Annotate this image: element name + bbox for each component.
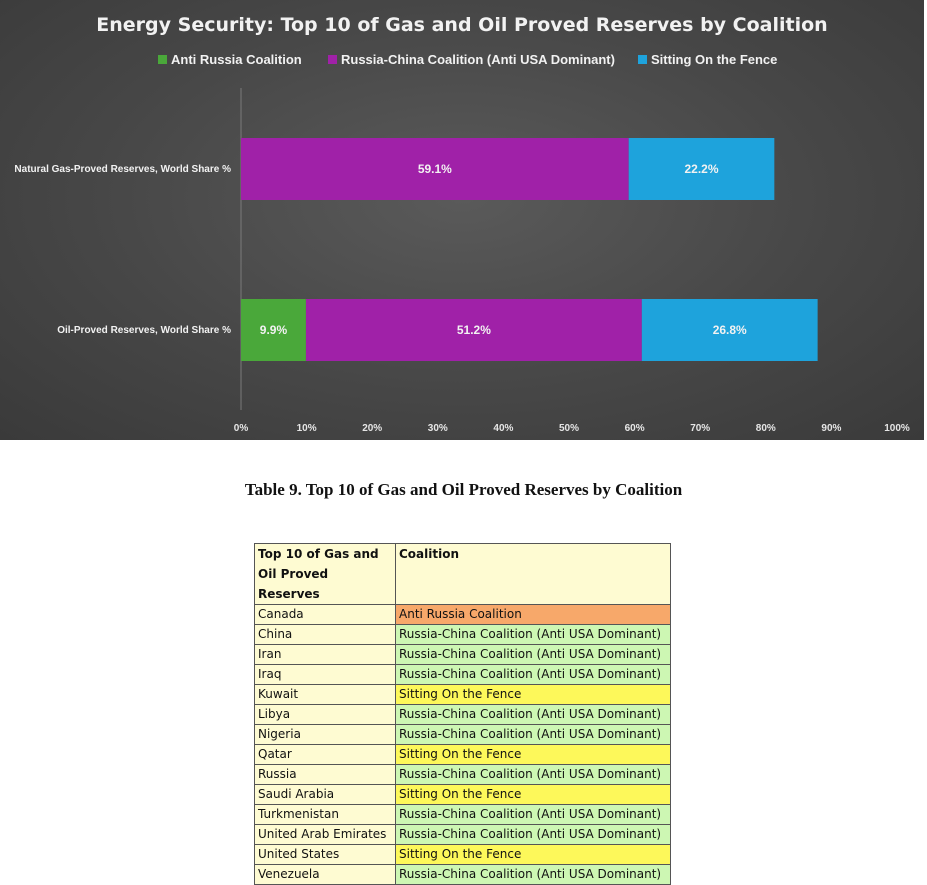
table-row: China Russia-China Coalition (Anti USA Do… xyxy=(254,624,671,645)
x-tick-label: 90% xyxy=(821,423,841,434)
country-cell: Saudi Arabia xyxy=(254,784,396,805)
table-row: United Arab Emirates Russia-China Coaliti… xyxy=(254,824,671,845)
country-cell: Iran xyxy=(254,644,396,665)
stacked-bar-chart: Energy Security: Top 10 of Gas and Oil P… xyxy=(14,14,910,434)
country-cell: Qatar xyxy=(254,744,396,765)
table-body: Canada Anti Russia Coalition China Russia-C… xyxy=(254,604,671,885)
reserves-table: Top 10 of Gas and Oil Proved Reserves Co… xyxy=(254,543,671,885)
coalition-cell: Russia-China Coalition (Anti USA Dominan… xyxy=(395,664,671,685)
x-tick-label: 0% xyxy=(234,423,249,434)
x-tick-label: 70% xyxy=(690,423,710,434)
x-tick-label: 20% xyxy=(362,423,382,434)
bar-segment xyxy=(641,299,818,361)
country-cell: Kuwait xyxy=(254,684,396,705)
country-cell: Russia xyxy=(254,764,396,785)
country-cell: China xyxy=(254,624,396,645)
coalition-cell: Russia-China Coalition (Anti USA Dominan… xyxy=(395,644,671,665)
data-label: 26.8% xyxy=(713,323,747,337)
bar-segment xyxy=(628,138,775,200)
x-tick-label: 100% xyxy=(884,423,910,434)
coalition-cell: Russia-China Coalition (Anti USA Dominan… xyxy=(395,804,671,825)
data-label: 22.2% xyxy=(684,162,718,176)
header-coalition: Coalition xyxy=(395,543,671,605)
chart-panel: Energy Security: Top 10 of Gas and Oil P… xyxy=(0,0,924,440)
country-cell: Turkmenistan xyxy=(254,804,396,825)
chart-title: Energy Security: Top 10 of Gas and Oil P… xyxy=(96,14,827,36)
table-row: Iraq Russia-China Coalition (Anti USA Dom… xyxy=(254,664,671,685)
category-label: Natural Gas-Proved Reserves, World Share… xyxy=(14,164,231,175)
coalition-cell: Russia-China Coalition (Anti USA Dominan… xyxy=(395,724,671,745)
coalition-cell: Sitting On the Fence xyxy=(395,844,671,865)
header-country: Top 10 of Gas and Oil Proved Reserves xyxy=(254,543,396,605)
coalition-cell: Russia-China Coalition (Anti USA Dominan… xyxy=(395,704,671,725)
coalition-cell: Sitting On the Fence xyxy=(395,784,671,805)
table-row: Canada Anti Russia Coalition xyxy=(254,604,671,625)
data-label: 9.9% xyxy=(260,323,288,337)
data-label: 59.1% xyxy=(418,162,452,176)
x-tick-label: 40% xyxy=(493,423,513,434)
table-row: Qatar Sitting On the Fence xyxy=(254,744,671,765)
country-cell: Libya xyxy=(254,704,396,725)
x-tick-label: 80% xyxy=(756,423,776,434)
table-row: Libya Russia-China Coalition (Anti USA Do… xyxy=(254,704,671,725)
coalition-cell: Russia-China Coalition (Anti USA Dominan… xyxy=(395,624,671,645)
coalition-cell: Sitting On the Fence xyxy=(395,744,671,765)
legend-label: Anti Russia Coalition xyxy=(171,52,302,67)
legend-swatch xyxy=(328,55,337,64)
legend-label: Russia-China Coalition (Anti USA Dominan… xyxy=(341,52,615,67)
table-row: Kuwait Sitting On the Fence xyxy=(254,684,671,705)
category-label: Oil-Proved Reserves, World Share % xyxy=(57,325,231,336)
coalition-cell: Russia-China Coalition (Anti USA Dominan… xyxy=(395,764,671,785)
x-tick-label: 10% xyxy=(297,423,317,434)
coalition-cell: Anti Russia Coalition xyxy=(395,604,671,625)
bar-segment xyxy=(241,299,306,361)
legend-swatch xyxy=(638,55,647,64)
legend-swatch xyxy=(158,55,167,64)
country-cell: United Arab Emirates xyxy=(254,824,396,845)
data-label: 51.2% xyxy=(457,323,491,337)
country-cell: Nigeria xyxy=(254,724,396,745)
table-row: Nigeria Russia-China Coalition (Anti USA … xyxy=(254,724,671,745)
coalition-cell: Sitting On the Fence xyxy=(395,684,671,705)
country-cell: Iraq xyxy=(254,664,396,685)
country-cell: United States xyxy=(254,844,396,865)
x-tick-label: 30% xyxy=(428,423,448,434)
x-tick-label: 50% xyxy=(559,423,579,434)
table-row: Iran Russia-China Coalition (Anti USA Dom… xyxy=(254,644,671,665)
coalition-cell: Russia-China Coalition (Anti USA Dominan… xyxy=(395,824,671,845)
table-row: Saudi Arabia Sitting On the Fence xyxy=(254,784,671,805)
table-caption: Table 9. Top 10 of Gas and Oil Proved Re… xyxy=(244,480,683,499)
table-header-row: Top 10 of Gas and Oil Proved Reserves Co… xyxy=(254,543,671,605)
x-tick-label: 60% xyxy=(625,423,645,434)
table-row: Turkmenistan Russia-China Coalition (Anti… xyxy=(254,804,671,825)
table-row: Russia Russia-China Coalition (Anti USA D… xyxy=(254,764,671,785)
bar-segment xyxy=(241,138,629,200)
country-cell: Canada xyxy=(254,604,396,625)
bar-segment xyxy=(305,299,642,361)
legend-label: Sitting On the Fence xyxy=(651,52,777,67)
table-row: United States Sitting On the Fence xyxy=(254,844,671,865)
